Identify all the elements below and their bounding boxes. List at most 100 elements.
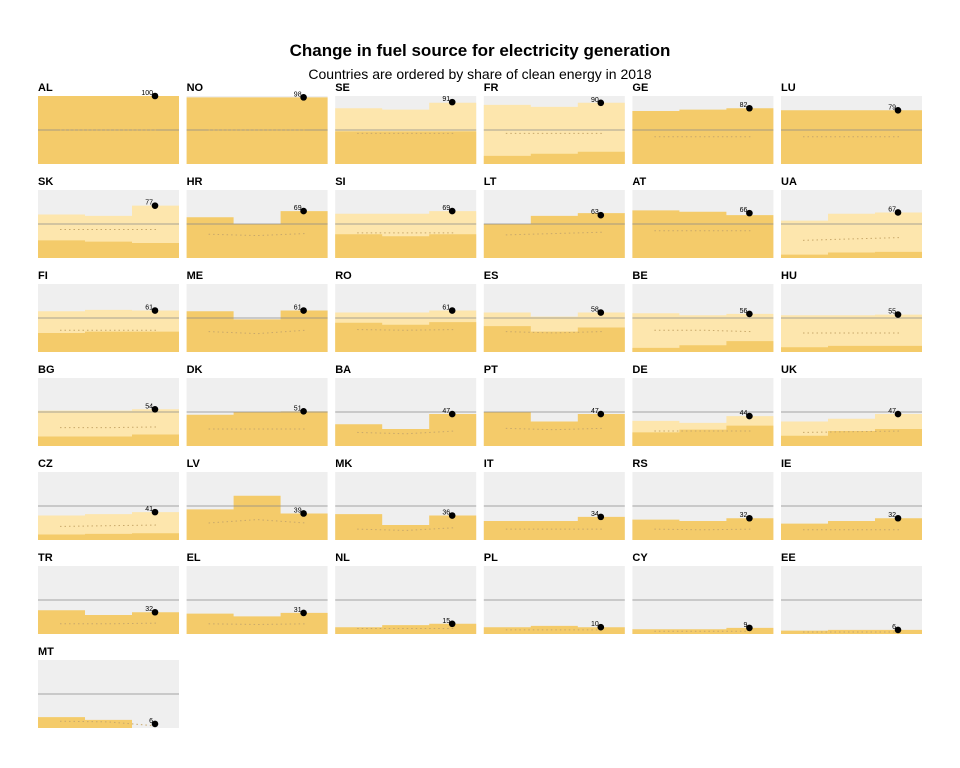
panel-label: AL	[38, 82, 53, 94]
value-label: 77	[145, 200, 153, 207]
value-label: 69	[442, 205, 450, 212]
panel-label: LT	[484, 176, 497, 188]
renewable-area	[38, 533, 179, 540]
value-label: 67	[888, 206, 896, 213]
panel-label: MK	[335, 458, 352, 470]
end-point	[151, 307, 159, 314]
end-point	[448, 207, 456, 215]
end-point	[746, 104, 753, 112]
value-label: 61	[145, 305, 153, 312]
renewable-area	[186, 411, 328, 446]
panel-label: HR	[187, 176, 203, 188]
renewable-area	[781, 251, 922, 258]
panel-label: TR	[38, 552, 53, 564]
panel-label: MT	[38, 646, 54, 658]
renewable-area	[483, 516, 625, 540]
panel-label: ME	[187, 270, 204, 282]
value-label: 10	[591, 621, 599, 628]
renewable-area	[781, 518, 922, 540]
panel-label: NO	[187, 82, 204, 94]
value-label: 91	[442, 96, 450, 103]
value-label: 54	[145, 403, 153, 410]
panel-label: UA	[781, 176, 797, 188]
panel-tr: TR 32	[38, 552, 179, 634]
end-point	[746, 624, 753, 632]
panel-label: UK	[781, 364, 797, 376]
panel-label: SI	[335, 176, 345, 188]
end-point	[894, 106, 902, 114]
end-point	[300, 94, 307, 101]
panel-ba: BA 47	[335, 364, 477, 446]
end-point	[597, 410, 605, 418]
renewable-area	[483, 151, 625, 164]
end-point	[448, 307, 456, 314]
trend-line	[208, 519, 306, 524]
panel-me: ME 61	[186, 270, 328, 352]
panel-label: PL	[484, 552, 498, 564]
renewable-area	[186, 211, 328, 258]
panel-hr: HR 69	[186, 176, 328, 258]
panel-nl: NL 15	[335, 552, 477, 634]
end-point	[151, 202, 159, 209]
end-point	[300, 510, 307, 517]
panel-mk: MK 36	[335, 458, 477, 540]
value-label: 34	[591, 511, 599, 518]
renewable-area	[335, 131, 477, 164]
value-label: 66	[740, 207, 748, 214]
nuclear-area	[38, 512, 179, 540]
nuclear-area	[781, 314, 922, 352]
panel-sk: SK 77	[38, 176, 179, 258]
panel-label: BG	[38, 364, 55, 376]
panel-es: ES 58	[483, 270, 625, 352]
panel-pt: PT 47	[483, 364, 625, 446]
value-label: 82	[740, 102, 748, 109]
value-label: 47	[591, 408, 599, 415]
end-point	[448, 410, 456, 418]
panel-label: RS	[632, 458, 647, 470]
panel-label: DE	[632, 364, 647, 376]
renewable-area	[781, 345, 922, 352]
value-label: 32	[145, 606, 153, 613]
value-label: 51	[294, 405, 302, 412]
value-label: 15	[442, 618, 450, 625]
end-point	[894, 311, 902, 318]
end-point	[448, 512, 456, 519]
renewable-area	[186, 97, 328, 164]
chart-subtitle: Countries are ordered by share of clean …	[308, 66, 652, 82]
end-point	[597, 513, 605, 521]
renewable-area	[38, 610, 179, 634]
nuclear-area	[483, 102, 625, 164]
value-label: 41	[145, 506, 153, 513]
renewable-area	[38, 240, 179, 258]
end-point	[894, 410, 902, 418]
renewable-area	[781, 629, 922, 634]
panel-label: NL	[335, 552, 350, 564]
panel-si: SI 69	[335, 176, 477, 258]
renewable-area	[335, 322, 477, 352]
value-label: 69	[294, 205, 302, 212]
end-point	[151, 508, 159, 516]
panel-cz: CZ 41	[38, 458, 179, 540]
end-point	[597, 99, 605, 107]
panel-ge: GE 82	[632, 82, 774, 164]
value-label: 36	[442, 510, 450, 517]
renewable-area	[335, 623, 477, 634]
end-point	[894, 514, 902, 522]
panel-al: AL 100	[38, 82, 179, 164]
value-label: 31	[294, 607, 302, 614]
value-label: 58	[591, 307, 599, 314]
panel-cy: CY 9	[632, 552, 774, 634]
value-label: 56	[740, 308, 748, 315]
panel-label: EL	[187, 552, 201, 564]
panel-se: SE 91	[335, 82, 477, 164]
panel-it: IT 34	[483, 458, 625, 540]
renewable-area	[632, 425, 774, 446]
panel-label: SE	[335, 82, 350, 94]
panel-label: HU	[781, 270, 797, 282]
panel-at: AT 66	[632, 176, 774, 258]
renewable-area	[38, 434, 179, 446]
panel-label: ES	[484, 270, 499, 282]
renewable-area	[335, 514, 477, 540]
panel-ie: IE 32	[781, 458, 922, 540]
renewable-area	[38, 717, 179, 728]
